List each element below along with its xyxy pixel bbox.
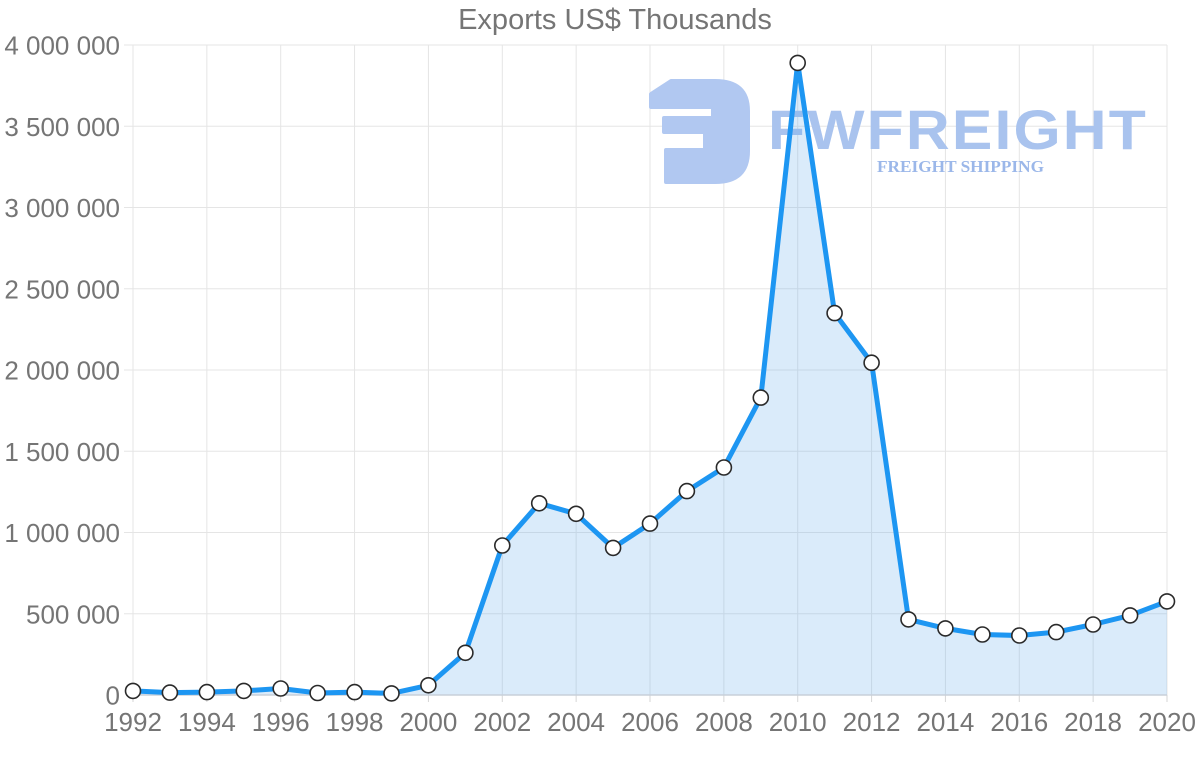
x-axis-label: 2018: [1064, 707, 1122, 737]
data-point-1997[interactable]: [309, 684, 326, 702]
x-axis-label: 2012: [843, 707, 901, 737]
data-point-2003[interactable]: [530, 494, 548, 512]
gridlines: [124, 44, 1168, 702]
data-point-2014[interactable]: [937, 620, 954, 637]
x-axis-label: 2020: [1138, 707, 1196, 737]
data-point-2017[interactable]: [1047, 623, 1065, 641]
x-axis-label: 2010: [769, 707, 827, 737]
y-axis-label: 1 000 000: [4, 518, 120, 548]
x-axis-label: 2006: [621, 707, 679, 737]
watermark-tagline-text: FREIGHT SHIPPING: [877, 157, 1044, 176]
x-axis-label: 2002: [473, 707, 531, 737]
axis-labels: 0 500 000 1 000 000 1 500 000 2 000 000 2 500…: [4, 31, 1196, 738]
data-point-2018[interactable]: [1084, 616, 1102, 633]
watermark: FWFREIGHT FREIGHT SHIPPING: [649, 79, 1148, 184]
data-point-2000[interactable]: [420, 676, 437, 694]
data-point-1993[interactable]: [161, 684, 179, 701]
data-point-2020[interactable]: [1158, 593, 1176, 610]
y-axis-label: 500 000: [26, 599, 120, 629]
data-point-2019[interactable]: [1121, 607, 1139, 624]
data-point-1996[interactable]: [272, 680, 290, 697]
y-axis-label: 2 000 000: [4, 356, 120, 386]
data-point-1994[interactable]: [198, 683, 216, 701]
y-axis-label: 1 500 000: [4, 437, 120, 467]
data-point-2010[interactable]: [789, 54, 807, 72]
x-axis-label: 1994: [178, 707, 236, 737]
data-point-2016[interactable]: [1010, 627, 1028, 644]
data-point-2005[interactable]: [604, 539, 622, 557]
x-axis-label: 2008: [695, 707, 753, 737]
y-axis-label: 3 000 000: [4, 193, 120, 223]
x-axis-label: 2004: [547, 707, 605, 737]
data-point-1999[interactable]: [383, 685, 400, 702]
data-point-2008[interactable]: [715, 459, 733, 476]
data-point-2015[interactable]: [974, 626, 991, 643]
data-point-2004[interactable]: [567, 505, 585, 523]
data-point-2001[interactable]: [457, 644, 474, 662]
x-axis-label: 1992: [104, 707, 162, 737]
y-axis-label: 3 500 000: [4, 112, 120, 142]
data-point-2011[interactable]: [826, 304, 843, 322]
x-axis-label: 1996: [252, 707, 310, 737]
data-point-1992[interactable]: [124, 682, 142, 700]
data-point-1995[interactable]: [235, 682, 253, 700]
data-point-2009[interactable]: [752, 389, 770, 406]
fwfreight-logo-icon: [649, 79, 750, 184]
x-axis-label: 2000: [399, 707, 457, 737]
data-point-2006[interactable]: [641, 515, 659, 532]
y-axis-label: 2 500 000: [4, 274, 120, 304]
data-point-2013[interactable]: [900, 611, 917, 628]
chart-title: Exports US$ Thousands: [458, 4, 772, 36]
x-axis-label: 2016: [990, 707, 1048, 737]
data-point-2002[interactable]: [493, 537, 511, 554]
x-axis-label: 1998: [326, 707, 384, 737]
y-axis-label: 4 000 000: [4, 31, 120, 61]
data-point-2007[interactable]: [678, 482, 696, 500]
watermark-brand-text: FWFREIGHT: [768, 98, 1148, 161]
exports-series: [124, 54, 1176, 702]
data-point-1998[interactable]: [346, 683, 363, 701]
y-axis-label: 0: [106, 681, 120, 711]
x-axis-label: 2014: [916, 707, 974, 737]
data-point-2012[interactable]: [863, 354, 880, 372]
